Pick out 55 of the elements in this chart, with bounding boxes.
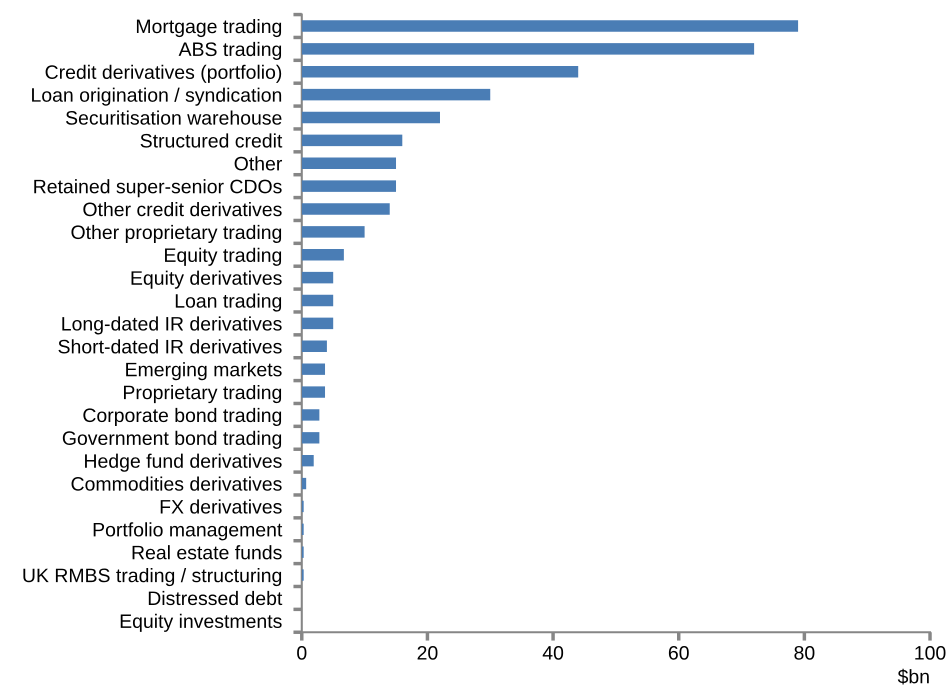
y-tick-label: FX derivatives [160, 499, 282, 514]
bar [302, 180, 396, 192]
x-tick-label: 100 [915, 646, 946, 660]
bar [302, 249, 344, 260]
bar [302, 88, 490, 100]
bar [302, 454, 314, 466]
bar [302, 203, 390, 215]
y-tick-label: Government bond trading [62, 430, 282, 449]
x-tick-label: 0 [297, 646, 306, 660]
x-tick-label: 60 [668, 646, 689, 660]
y-tick-label: Credit derivatives (portfolio) [46, 64, 282, 83]
bar [302, 294, 334, 306]
y-tick-label: Equity derivatives [132, 270, 282, 289]
bar [302, 43, 754, 55]
y-tick-label: Other credit derivatives [83, 202, 282, 216]
y-tick-label: Hedge fund derivatives [85, 454, 282, 472]
y-tick-label: Loan origination / syndication [32, 88, 282, 106]
x-tick-label: 40 [542, 646, 564, 660]
y-tick-label: Equity investments [120, 614, 282, 632]
x-tick-label: 80 [794, 646, 814, 660]
bar [302, 20, 798, 32]
y-tick-label: UK RMBS trading / structuring [23, 568, 282, 586]
x-axis-title: $bn [898, 668, 929, 685]
y-tick-label: Equity trading [165, 248, 282, 266]
bar [302, 478, 306, 490]
bar [302, 66, 578, 78]
y-tick-label: Securitisation warehouse [66, 110, 282, 125]
y-tick-label: Other [234, 156, 282, 171]
bar [302, 272, 334, 284]
bar [302, 386, 326, 398]
bar [302, 112, 440, 124]
bar [302, 363, 326, 375]
y-tick-label: Proprietary trading [124, 384, 282, 404]
y-tick-label: Mortgage trading [136, 18, 282, 38]
y-tick-label: Structured credit [140, 133, 282, 148]
y-tick-label: Portfolio management [94, 522, 282, 540]
y-tick-label: Emerging markets [126, 362, 282, 380]
y-tick-label: Retained super-senior CDOs [34, 179, 282, 198]
y-tick-label: Long-dated IR derivatives [62, 316, 282, 334]
bar [302, 340, 327, 352]
y-tick-label: Distressed debt [148, 590, 282, 606]
x-tick-label: 20 [418, 646, 438, 660]
y-tick-label: Commodities derivatives [72, 476, 282, 491]
bar [302, 409, 320, 421]
y-tick-label: Loan trading [176, 293, 282, 312]
y-tick-label: Corporate bond trading [83, 408, 282, 426]
bar [302, 432, 320, 444]
bar [302, 226, 365, 238]
y-tick-label: Other proprietary trading [71, 224, 282, 243]
y-tick-label: Short-dated IR derivatives [58, 339, 282, 354]
bar [302, 158, 396, 169]
y-tick-label: ABS trading [178, 42, 282, 60]
bar [302, 318, 334, 330]
y-tick-label: Real estate funds [132, 545, 282, 560]
bar [302, 134, 402, 146]
